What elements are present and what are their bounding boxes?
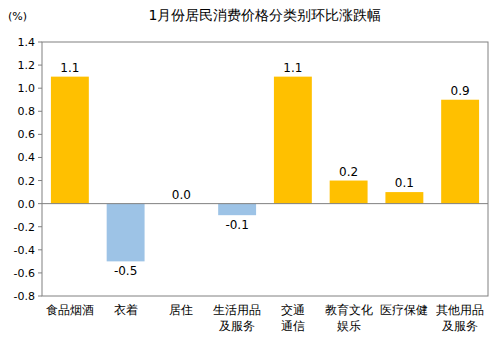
y-tick <box>38 111 42 112</box>
y-tick-label: -0.2 <box>14 221 35 234</box>
y-tick <box>38 203 42 204</box>
bar <box>330 181 368 204</box>
bar <box>107 204 145 262</box>
x-tick-label: 教育文化娱乐 <box>325 303 373 333</box>
y-tick-label: 0.0 <box>18 198 36 211</box>
y-tick-label: 0.2 <box>18 175 36 188</box>
x-tick-label: 食品烟酒 <box>46 303 94 317</box>
y-tick <box>38 226 42 227</box>
y-tick-label: 0.4 <box>18 151 36 164</box>
data-label: 1.1 <box>283 61 302 75</box>
data-label: -0.5 <box>114 264 137 278</box>
title: 1月份居民消费价格分类别环比涨跌幅 <box>149 7 382 23</box>
y-tick <box>38 272 42 273</box>
x-tick-label: 交通通信 <box>281 303 305 333</box>
plot-frame <box>42 42 488 296</box>
y-tick <box>38 180 42 181</box>
y-tick-label: 0.6 <box>18 128 36 141</box>
bars <box>51 77 479 262</box>
y-tick-label: 0.8 <box>18 105 36 118</box>
data-label: 0.0 <box>172 188 191 202</box>
y-tick <box>38 249 42 250</box>
data-label: 0.2 <box>339 165 358 179</box>
x-tick-label: 衣着 <box>114 303 138 317</box>
y-tick-label: -0.6 <box>14 267 35 280</box>
data-label: 0.9 <box>451 84 470 98</box>
y-tick <box>38 157 42 158</box>
x-tick-label: 生活用品及服务 <box>213 303 261 333</box>
bar <box>385 192 423 204</box>
x-tick-label: 医疗保健 <box>380 303 428 317</box>
data-label: 0.1 <box>395 176 414 190</box>
bar <box>441 100 479 204</box>
y-tick <box>38 296 42 297</box>
bar <box>274 77 312 204</box>
x-tick-label: 其他用品及服务 <box>436 303 484 333</box>
y-tick-label: 1.0 <box>18 82 36 95</box>
bar <box>218 204 256 216</box>
y-axis-label: (%) <box>8 10 27 23</box>
bar <box>51 77 89 204</box>
y-tick-label: -0.8 <box>14 290 35 303</box>
x-tick-label: 居住 <box>169 303 193 317</box>
y-tick <box>38 88 42 89</box>
y-tick-label: 1.2 <box>18 59 36 72</box>
y-tick <box>38 65 42 66</box>
zero-line <box>42 203 488 204</box>
data-label: 1.1 <box>60 61 79 75</box>
y-tick-label: -0.4 <box>14 244 35 257</box>
y-tick <box>38 42 42 43</box>
data-label: -0.1 <box>225 218 248 232</box>
y-tick-label: 1.4 <box>18 36 36 49</box>
chart: 1月份居民消费价格分类别环比涨跌幅 (%) -0.8 -0.6 -0.4 -0.2 0.0 0… <box>0 0 493 339</box>
y-tick <box>38 134 42 135</box>
